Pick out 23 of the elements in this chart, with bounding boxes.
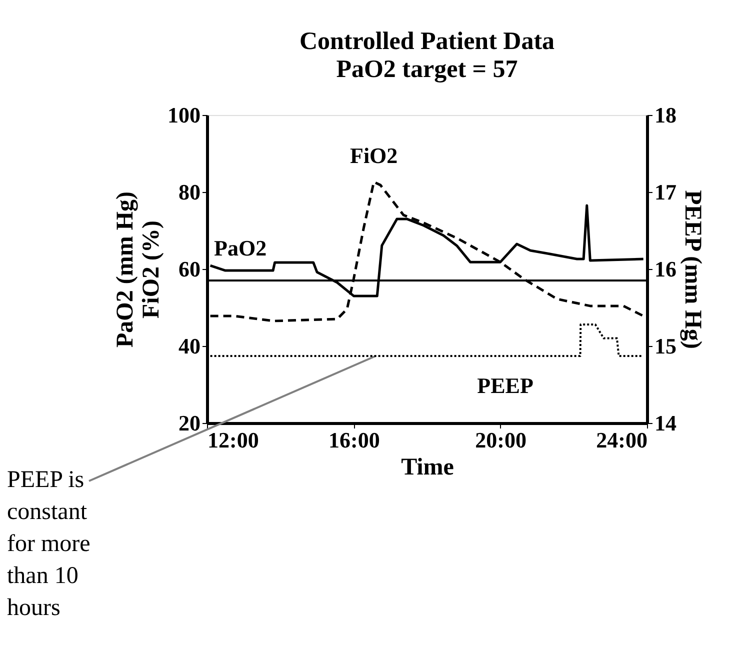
x-tick-label: 20:00 [475, 428, 526, 452]
x-axis-title: Time [401, 454, 454, 480]
y2-tick-label: 18 [654, 102, 676, 128]
y-tick-label: 60 [178, 256, 200, 282]
series-label: PaO2 [214, 236, 267, 261]
y-axis-title: PaO2 (mm Hg) FiO2 (%) [112, 192, 164, 348]
x-tick-label: 16:00 [328, 428, 380, 452]
y-tick-label: 80 [178, 180, 200, 204]
y-tick-label: 20 [178, 410, 200, 436]
y2-tick-label: 15 [654, 334, 676, 358]
y2-tick-label: 17 [654, 180, 676, 204]
y-tick-label: 40 [178, 334, 200, 358]
x-tick-label: 12:00 [208, 428, 259, 452]
series-label: FiO2 [350, 142, 398, 168]
y2-axis-title: PEEP (mm Hg) [680, 190, 706, 349]
y2-tick-label: 16 [654, 256, 676, 282]
y2-tick-label: 14 [654, 410, 676, 436]
series-label: PEEP [477, 373, 534, 398]
chart-subtitle: PaO2 target = 57 [336, 56, 518, 83]
chart-title: Controlled Patient Data [299, 28, 556, 55]
annotation: PEEP is constant for more than 10 hours [7, 467, 90, 621]
y-tick-label: 100 [168, 102, 200, 128]
x-tick-label: 24:00 [596, 428, 648, 452]
